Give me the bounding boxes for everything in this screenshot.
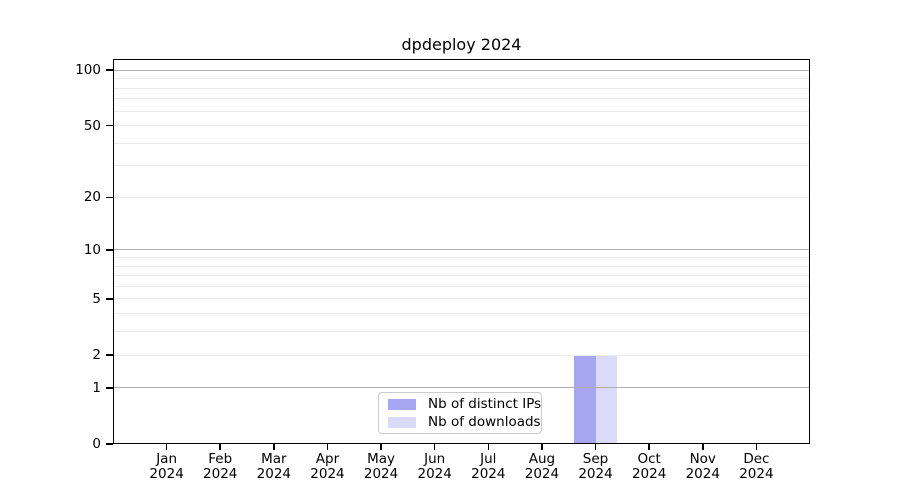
plot-frame xyxy=(113,59,810,444)
major-gridline xyxy=(114,69,809,71)
minor-gridline xyxy=(114,275,809,277)
minor-gridline xyxy=(114,78,809,80)
minor-gridline xyxy=(114,196,809,198)
chart-title: dpdeploy 2024 xyxy=(401,35,522,54)
x-label-month: Jun xyxy=(424,451,446,467)
major-gridline xyxy=(114,387,809,389)
x-label-year: 2024 xyxy=(471,466,506,482)
y-axis-tick xyxy=(106,69,113,71)
x-label-month: Oct xyxy=(637,451,661,467)
x-label-month: Nov xyxy=(689,451,716,467)
major-gridline xyxy=(114,249,809,251)
x-axis-tick-label: Jul 2024 xyxy=(458,452,518,482)
legend-swatch-downloads xyxy=(388,416,416,428)
minor-gridline xyxy=(114,285,809,287)
legend-label-distinct-ips: Nb of distinct IPs xyxy=(428,395,542,412)
x-axis-tick-label: Mar 2024 xyxy=(244,452,304,482)
minor-gridline xyxy=(114,331,809,333)
x-label-year: 2024 xyxy=(310,466,345,482)
legend-label-downloads: Nb of downloads xyxy=(428,413,541,430)
x-label-month: May xyxy=(367,451,396,467)
minor-gridline xyxy=(114,298,809,300)
x-label-year: 2024 xyxy=(524,466,560,482)
minor-gridline xyxy=(114,98,809,100)
x-axis-tick xyxy=(273,444,275,450)
x-label-year: 2024 xyxy=(739,466,774,482)
y-axis-tick xyxy=(106,249,113,251)
y-axis-tick xyxy=(106,196,113,199)
x-axis-tick-label: Jan 2024 xyxy=(137,452,197,482)
legend: Nb of distinct IPs Nb of downloads xyxy=(378,392,542,434)
y-axis-tick xyxy=(106,354,113,356)
y-axis-tick-label: 50 xyxy=(83,117,101,134)
y-axis-tick xyxy=(106,387,113,389)
x-axis-tick xyxy=(380,444,382,450)
x-axis-tick xyxy=(487,444,490,450)
x-label-month: Feb xyxy=(208,451,233,467)
x-label-year: 2024 xyxy=(363,466,399,482)
y-axis-tick xyxy=(106,124,113,127)
minor-gridline xyxy=(114,110,809,112)
x-axis-tick xyxy=(594,444,597,450)
x-axis-tick xyxy=(219,444,221,450)
y-axis-tick-label: 1 xyxy=(92,379,101,396)
x-label-year: 2024 xyxy=(685,466,720,482)
minor-gridline xyxy=(114,354,809,356)
x-label-year: 2024 xyxy=(149,466,184,482)
y-axis-tick-label: 10 xyxy=(83,241,101,258)
y-axis-tick xyxy=(106,443,113,445)
x-axis-tick-label: Aug 2024 xyxy=(512,452,572,482)
x-axis-tick xyxy=(326,444,329,450)
x-label-month: Dec xyxy=(743,451,770,467)
x-label-month: Aug xyxy=(528,451,556,467)
x-label-year: 2024 xyxy=(417,466,452,482)
x-label-month: Sep xyxy=(582,451,609,467)
minor-gridline xyxy=(114,257,809,258)
x-axis-tick-label: Jun 2024 xyxy=(405,452,465,482)
x-axis-tick-label: Oct 2024 xyxy=(619,452,679,482)
y-axis-tick-label: 100 xyxy=(75,62,101,79)
minor-gridline xyxy=(114,125,809,127)
x-label-month: Apr xyxy=(315,451,340,467)
x-axis-tick xyxy=(433,444,436,450)
y-axis-tick xyxy=(106,298,113,300)
y-axis-tick-label: 2 xyxy=(92,347,101,364)
x-label-year: 2024 xyxy=(578,466,613,482)
x-axis-tick xyxy=(702,444,704,450)
x-label-month: Mar xyxy=(261,451,287,467)
x-label-year: 2024 xyxy=(631,466,667,482)
legend-row-downloads: Nb of downloads xyxy=(388,414,541,430)
x-axis-tick xyxy=(755,444,758,450)
x-label-year: 2024 xyxy=(256,466,292,482)
x-axis-tick-label: May 2024 xyxy=(351,452,411,482)
bar-nb-of-distinct-ips xyxy=(574,355,596,444)
minor-gridline xyxy=(114,265,809,267)
x-axis-tick-label: Feb 2024 xyxy=(190,452,250,482)
minor-gridline xyxy=(114,142,809,144)
y-axis-tick-label: 20 xyxy=(83,189,101,206)
x-axis-tick xyxy=(541,444,543,450)
y-axis-tick-label: 0 xyxy=(92,436,101,452)
x-axis-tick-label: Sep 2024 xyxy=(566,452,626,482)
x-axis-tick xyxy=(648,444,650,450)
x-label-month: Jan xyxy=(156,451,178,467)
x-axis-tick xyxy=(165,444,168,450)
legend-row-distinct-ips: Nb of distinct IPs xyxy=(388,396,541,412)
bar-nb-of-downloads xyxy=(595,355,617,444)
x-axis-tick-label: Nov 2024 xyxy=(673,452,733,482)
minor-gridline xyxy=(114,313,809,315)
y-axis-tick-label: 5 xyxy=(92,290,101,307)
x-axis-tick-label: Dec 2024 xyxy=(726,452,786,482)
x-axis-tick-label: Apr 2024 xyxy=(297,452,357,482)
x-label-month: Jul xyxy=(480,451,497,467)
minor-gridline xyxy=(114,87,809,89)
legend-swatch-distinct-ips xyxy=(388,398,416,410)
minor-gridline xyxy=(114,165,809,167)
x-label-year: 2024 xyxy=(203,466,238,482)
